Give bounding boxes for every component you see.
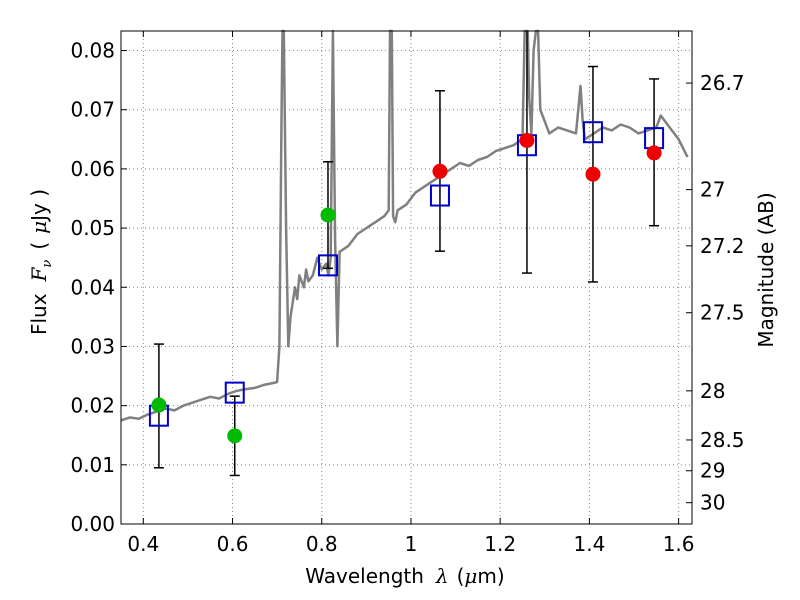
y2-tick-label: 30 bbox=[700, 491, 725, 515]
observed-point-red bbox=[585, 166, 601, 182]
y-tick-label: 0.08 bbox=[70, 39, 115, 63]
y-tick-label: 0.04 bbox=[70, 275, 115, 299]
observed-point-red bbox=[432, 163, 448, 179]
y-tick-label: 0.02 bbox=[70, 394, 115, 418]
x-tick-label: 0.4 bbox=[127, 532, 159, 556]
y-tick-label: 0.01 bbox=[70, 453, 115, 477]
observed-point-green bbox=[227, 428, 243, 444]
y-tick-label: 0.07 bbox=[70, 98, 115, 122]
observed-point-red bbox=[519, 132, 535, 148]
y2-tick-label: 27.5 bbox=[700, 301, 745, 325]
model-square bbox=[429, 184, 450, 207]
spectrum-layer bbox=[120, 29, 689, 422]
model-square bbox=[582, 121, 603, 144]
y2-tick-label: 27 bbox=[700, 178, 725, 202]
errorbar-layer bbox=[153, 31, 660, 477]
y-tick-label: 0.03 bbox=[70, 334, 115, 358]
observed-point-red bbox=[646, 145, 662, 161]
model-square bbox=[224, 381, 245, 404]
x-tick-label: 0.6 bbox=[217, 532, 249, 556]
y-tick-label: 0.00 bbox=[70, 512, 115, 536]
x-tick-label: 0.8 bbox=[306, 532, 338, 556]
y2-axis-title: Magnitude (AB) bbox=[754, 192, 778, 347]
x-tick-label: 1.6 bbox=[663, 532, 695, 556]
y2-tick-label: 28 bbox=[700, 379, 725, 403]
y2-tick-label: 26.7 bbox=[700, 71, 745, 95]
x-tick-label: 1.2 bbox=[484, 532, 516, 556]
y-tick-label: 0.05 bbox=[70, 216, 115, 240]
spectrum-line bbox=[120, 29, 689, 422]
x-tick-label: 1 bbox=[405, 532, 418, 556]
y2-tick-label: 27.2 bbox=[700, 234, 745, 258]
x-tick-label: 1.4 bbox=[573, 532, 605, 556]
plot-frame bbox=[120, 30, 693, 525]
model-layer bbox=[148, 121, 665, 427]
model-square bbox=[317, 254, 338, 277]
y2-tick-label: 28.5 bbox=[700, 428, 745, 452]
observed-point-green bbox=[151, 397, 167, 413]
y-tick-label: 0.06 bbox=[70, 157, 115, 181]
x-axis-title: Wavelength λ (μm) bbox=[305, 564, 504, 588]
y-axis-title: FluxFν(μJy ) bbox=[27, 189, 55, 335]
y2-tick-label: 29 bbox=[700, 459, 725, 483]
observed-point-green bbox=[320, 207, 336, 223]
grid bbox=[121, 31, 692, 525]
tick-layer: 0.4 0.6 0.8 1 1.2 1.4 1.6 0.00 0.01 0.02 0.03 0.04 0… bbox=[70, 31, 745, 556]
point-layer bbox=[151, 132, 662, 444]
